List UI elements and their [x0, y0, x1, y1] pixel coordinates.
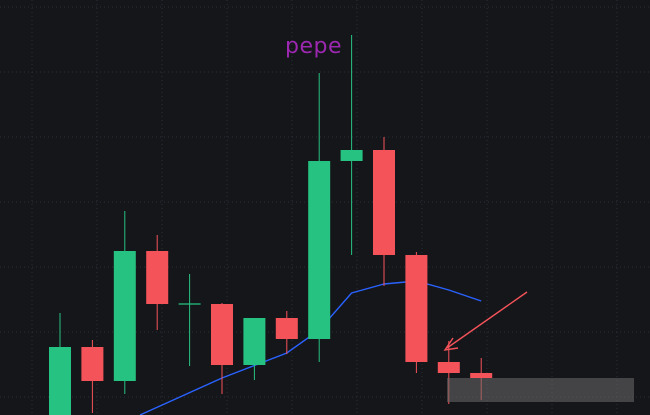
candle-body [113, 251, 136, 381]
candle [340, 35, 363, 255]
candle [178, 274, 201, 366]
candle [113, 211, 136, 394]
candle [275, 311, 298, 354]
annotation-arrow [446, 291, 528, 349]
candle-body [308, 161, 331, 339]
candle-body [49, 347, 71, 415]
candle [308, 73, 331, 362]
candle [243, 318, 266, 380]
overlays [443, 291, 634, 402]
candle-body [373, 150, 395, 255]
candle [49, 313, 71, 415]
candle-body [211, 304, 233, 365]
candle [405, 252, 428, 373]
candle-body [437, 362, 460, 373]
annotation-arrow-head [443, 337, 459, 351]
candle-body [146, 251, 169, 304]
candle-body [275, 318, 298, 339]
ma-line [139, 280, 482, 415]
candle-body [405, 255, 428, 362]
candle [81, 340, 104, 413]
moving-average [139, 280, 482, 415]
candle-body [340, 150, 363, 161]
candle [211, 303, 233, 394]
overlay-box [447, 378, 634, 402]
candle-body [470, 373, 493, 378]
candle [146, 235, 169, 330]
candle-body [81, 347, 104, 381]
candle-body [243, 318, 266, 365]
candles [49, 35, 493, 415]
candle [373, 137, 395, 286]
annotation-label: pepe [285, 34, 342, 59]
